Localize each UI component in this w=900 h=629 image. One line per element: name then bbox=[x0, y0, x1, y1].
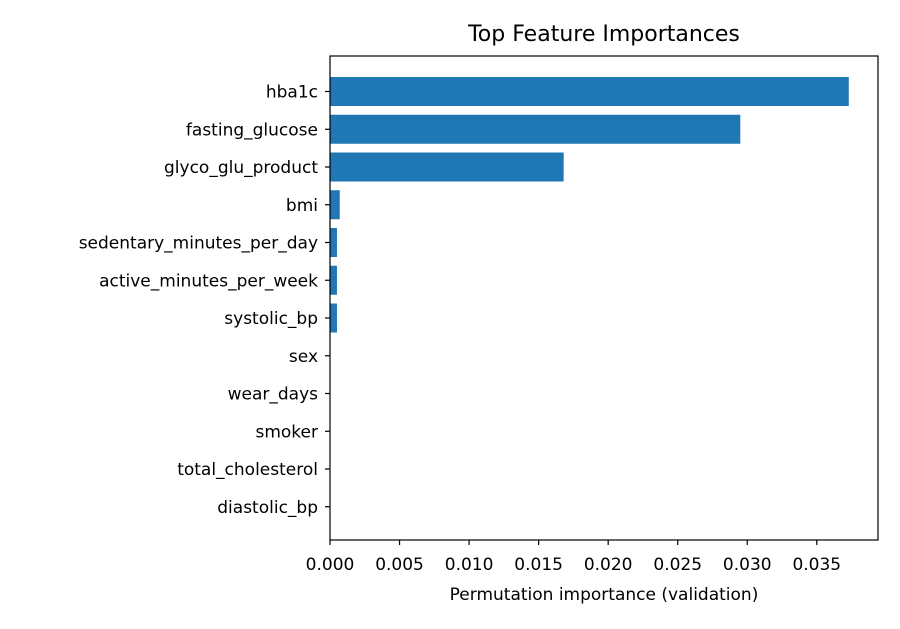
y-axis-ticks: hba1c fasting_glucose glyco_glu_productbmi… bbox=[79, 83, 330, 518]
y-tick-label: fasting_glucose bbox=[186, 120, 318, 140]
x-tick-label: 0.035 bbox=[792, 555, 841, 575]
y-tick-label: smoker bbox=[255, 422, 318, 442]
bar-glyco-glu-product bbox=[330, 152, 564, 182]
x-tick-label: 0.030 bbox=[723, 555, 772, 575]
x-tick-label: 0.000 bbox=[306, 555, 355, 575]
x-axis-label: Permutation importance (validation) bbox=[450, 585, 759, 605]
x-tick-label: 0.020 bbox=[584, 555, 633, 575]
bars-layer bbox=[330, 77, 849, 333]
x-tick-label: 0.015 bbox=[514, 555, 563, 575]
plot-frame bbox=[329, 55, 879, 541]
x-axis-ticks: 0.000 0.005 0.010 0.015 0.020 0.025 0.030 0.035 bbox=[306, 540, 841, 575]
bar-sedentary-minutes-per-day bbox=[330, 228, 337, 257]
y-tick-label: sex bbox=[289, 347, 318, 367]
bar-bmi bbox=[330, 190, 340, 220]
bar-systolic-bp bbox=[330, 303, 337, 333]
y-tick-label: hba1c bbox=[266, 83, 318, 103]
y-tick-label: wear_days bbox=[228, 385, 319, 405]
y-tick-label: glyco_glu_product bbox=[164, 158, 318, 178]
bar-active-minutes-per-week bbox=[330, 265, 337, 295]
y-tick-label: systolic_bp bbox=[224, 309, 318, 329]
bar-fasting-glucose bbox=[330, 114, 741, 144]
y-tick-label: bmi bbox=[286, 196, 318, 216]
x-tick-label: 0.005 bbox=[375, 555, 424, 575]
y-tick-label: active_minutes_per_week bbox=[99, 271, 318, 291]
y-tick-label: total_cholesterol bbox=[177, 460, 318, 480]
y-tick-label: sedentary_minutes_per_day bbox=[79, 234, 318, 254]
chart-title: Top Feature Importances bbox=[467, 22, 740, 47]
x-tick-label: 0.025 bbox=[653, 555, 702, 575]
x-tick-label: 0.010 bbox=[445, 555, 494, 575]
y-tick-label: diastolic_bp bbox=[217, 498, 318, 518]
bar-hba1c bbox=[330, 77, 849, 106]
